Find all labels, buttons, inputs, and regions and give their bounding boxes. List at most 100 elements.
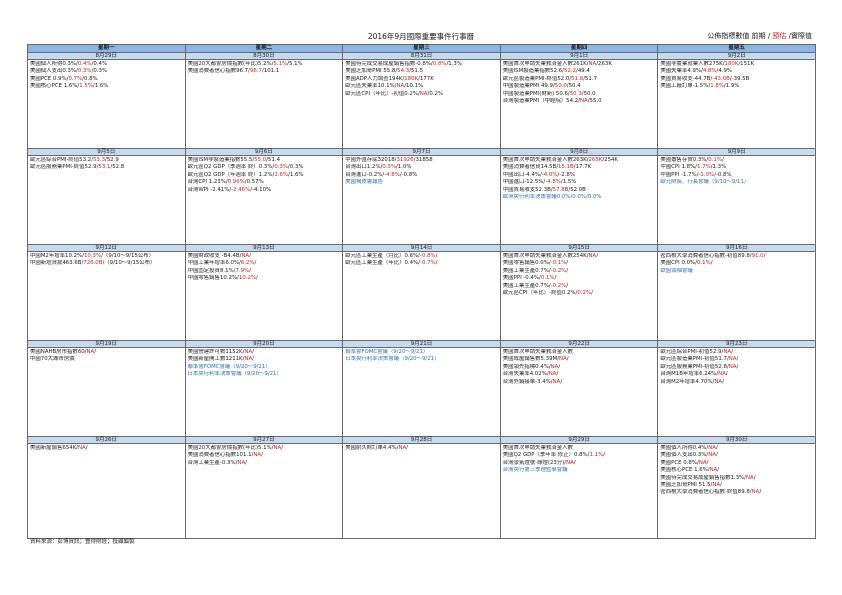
forecast-value: 91.0 <box>751 253 764 259</box>
forecast-value: NA <box>244 356 253 363</box>
event-text: 中國製造業PMI(財新) 50.6/ <box>502 90 570 97</box>
day-date: 8月30日 <box>184 52 344 60</box>
event-line: 美國首次申請失業救濟金人數254K/NA/ <box>503 253 656 260</box>
event-line: 台灣失業率4.02%/NA/ <box>503 371 656 378</box>
event-text: 美國躉售存貨0.3%/ <box>660 157 709 163</box>
event-text: /1.6% <box>288 171 304 178</box>
event-line: 美國首次申請失業救濟金人數 <box>503 349 656 356</box>
event-text: /1.6% <box>92 83 109 90</box>
event-line: 歐洲央行利率決策會議0.0%/0.0%/0.0% <box>503 194 656 201</box>
event-text: 台灣WPI -2.41%/ <box>187 186 232 193</box>
event-text: 美國20大都會房價指數(年比)5.1%/ <box>187 445 274 451</box>
event-text: / <box>573 459 576 466</box>
event-line: 日本央行利率決策會議（9/20～9/21） <box>345 356 498 363</box>
event-line: 中國零售銷售10.2%/10.2%/ <box>188 275 341 282</box>
event-text: 歐元區綜合PMI-終值53.2/ <box>30 157 93 163</box>
event-text: /-4.10% <box>250 186 272 193</box>
forecast-value: NA <box>751 489 760 496</box>
forecast-value: NA <box>398 445 407 451</box>
event-text: /17.7K <box>573 164 592 171</box>
event-text: / <box>252 349 254 355</box>
day-date: 9月28日 <box>342 436 501 444</box>
forecast-value: NA <box>718 371 726 378</box>
forecast-value: 1.1% <box>589 452 604 459</box>
event-line: 美國零售銷售0.0%/-0.1%/ <box>503 260 656 267</box>
event-line: 美國PCE 0.9%/0.7%/0.8% <box>30 76 183 83</box>
forecast-value: 0.96% <box>227 179 245 186</box>
event-line: 美國貿易收支-44.7B/-43.0B/-39.5B <box>660 76 813 83</box>
event-line: 美國首次申請失業救濟金人數261K/NA/263K <box>503 61 656 68</box>
event-text: /1.3% <box>446 61 462 67</box>
forecast-value: 1.8% <box>710 83 724 90</box>
event-text: / <box>566 282 569 289</box>
day-events: 美國待完成交易成屋銷售指數-0.8%/0.8%/1.3% 美國芝加哥PMI 55.… <box>342 59 501 149</box>
event-line: 聯準會FOMC會議（9/20～9/21） <box>345 349 498 356</box>
day-date: 9月12日 <box>27 244 186 252</box>
event-text: / <box>706 459 709 466</box>
event-text: 美國PCE 0.8%/ <box>660 459 699 466</box>
event-text: 中國貿易收支52.3B/ <box>502 186 553 193</box>
event-line: 美國工廠訂單-1.5%/1.8%/1.9% <box>660 83 813 90</box>
event-text: 美國首次申請失業救濟金人數 <box>502 349 573 355</box>
event-text: / <box>720 482 722 489</box>
day-date: 8月29日 <box>27 52 186 60</box>
event-text: /51.4 <box>266 157 281 163</box>
event-text: 美國PPI -0.4%/ <box>502 275 541 282</box>
event-label: 美國褐皮書報告 <box>345 179 383 186</box>
event-text: 歐元區Q2 GDP（年週率 終）1.2%/ <box>187 171 275 178</box>
event-text: / <box>721 157 724 163</box>
event-line: 歐元財長、行長會議（9/10～9/11） <box>660 179 813 186</box>
forecast-value: NA <box>708 452 716 459</box>
event-text: 美國個人所得0.4%/ <box>660 445 709 451</box>
event-line: 美國個人支出0.3%/NA/ <box>660 452 813 459</box>
event-text: 美國個人支出0.3%/ <box>30 68 78 75</box>
event-text: /-0.8% <box>714 171 732 178</box>
forecast-value: NA <box>728 363 737 370</box>
day-events: 歐元區綜合PMI-終值53.2/53.3/52.9 歐元區服務業PMI-終值52.… <box>27 155 186 245</box>
forecast-value: 50.0 <box>554 83 567 90</box>
event-line: 中國工業年增率6.0%/6.2%/ <box>188 260 341 267</box>
event-line: 美國核心PCE 1.6%/NA/ <box>660 467 813 474</box>
forecast-value: NA <box>244 349 253 355</box>
event-line: 美國待完成交易成屋銷售指數-0.8%/0.8%/1.3% <box>345 61 498 68</box>
day-events: 美國20大都會房價指數(年比)5.1%/NA/美國消費者信心指數101.1/NA… <box>184 443 344 539</box>
event-text: 美國工業生產0.7%/ <box>502 267 551 274</box>
event-line: 中國CPI 1.8%/1.7%/1.3% <box>660 164 813 171</box>
event-line: 日本央行利率決策會議（9/20～9/21） <box>188 371 341 378</box>
event-text: / <box>596 253 599 259</box>
event-text: /50.0 <box>581 90 596 97</box>
event-text: / <box>736 363 739 370</box>
event-text: / <box>591 290 593 297</box>
event-text: / <box>763 253 766 259</box>
day-events: 美國首次申請失業救濟金人數 美國成屋銷售數5.39M/NA/美國領先指標0.4%/… <box>499 347 659 437</box>
event-text: / <box>249 253 251 259</box>
event-text: /31858 <box>413 157 433 163</box>
forecast-value: 53.3 <box>93 157 106 163</box>
day-events: 美國首次申請失業救濟金人數254K/NA/美國零售銷售0.0%/-0.1%/美國… <box>499 251 659 341</box>
event-line: 美國ADP人力調查194K/180K/177K <box>345 76 498 83</box>
event-text: / <box>759 489 762 496</box>
event-line: 美國消費者信心指數96.7/96.7/101.1 <box>188 68 341 75</box>
event-line: 歐元區製造業PMI-初值51.7/NA/ <box>660 356 813 363</box>
event-text: 密西根大學消費者信心指數-初值89.8/ <box>660 253 752 259</box>
event-text: 美國首次申請失業救濟金人數261K/ <box>502 61 589 67</box>
day-date: 9月15日 <box>499 244 659 252</box>
event-line: 歐元區CPI（年比）-初值0.2%/NA/0.2% <box>345 91 498 98</box>
event-text: / <box>566 356 569 363</box>
event-text: 美國消費者信貸14.5B/ <box>502 164 559 171</box>
event-line: 密西根大學消費者信心指數-終值89.8/NA/ <box>660 489 813 496</box>
forecast-value: NA <box>712 482 721 489</box>
forecast-value: NA <box>273 445 282 451</box>
forecast-value: NA <box>745 474 754 481</box>
event-line: 美國PCE 0.8%/NA/ <box>660 460 813 467</box>
forecast-value: NA <box>580 98 588 105</box>
event-line: 美國首次申請失業救濟金人數263K/265K/254K <box>503 157 656 164</box>
forecast-value: 1.6% <box>274 171 289 178</box>
event-line: 台灣CPI 1.23%/0.96%/0.57% <box>188 179 341 186</box>
forecast-value: 0.8% <box>432 61 447 67</box>
event-text: /52.9 <box>105 157 119 163</box>
event-text: / <box>406 445 408 451</box>
forecast-value: NA <box>253 452 262 459</box>
forecast-value: 0.1% <box>708 157 722 163</box>
event-text: 美國核心PCE 1.6%/ <box>660 467 710 474</box>
